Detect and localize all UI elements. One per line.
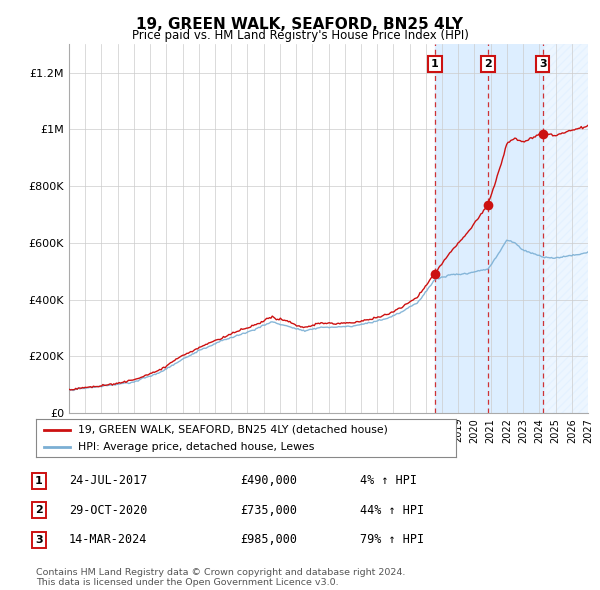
Text: 2: 2 <box>484 59 492 69</box>
Text: 44% ↑ HPI: 44% ↑ HPI <box>360 504 424 517</box>
Text: 3: 3 <box>539 59 547 69</box>
Text: Contains HM Land Registry data © Crown copyright and database right 2024.
This d: Contains HM Land Registry data © Crown c… <box>36 568 406 587</box>
Bar <box>435 44 543 413</box>
Text: 79% ↑ HPI: 79% ↑ HPI <box>360 533 424 546</box>
Text: 29-OCT-2020: 29-OCT-2020 <box>69 504 148 517</box>
Text: 1: 1 <box>431 59 439 69</box>
Text: £735,000: £735,000 <box>240 504 297 517</box>
Text: 4% ↑ HPI: 4% ↑ HPI <box>360 474 417 487</box>
Text: £490,000: £490,000 <box>240 474 297 487</box>
Bar <box>543 44 600 413</box>
Text: 24-JUL-2017: 24-JUL-2017 <box>69 474 148 487</box>
Text: 3: 3 <box>35 535 43 545</box>
Text: 19, GREEN WALK, SEAFORD, BN25 4LY (detached house): 19, GREEN WALK, SEAFORD, BN25 4LY (detac… <box>78 425 388 435</box>
Text: Price paid vs. HM Land Registry's House Price Index (HPI): Price paid vs. HM Land Registry's House … <box>131 29 469 42</box>
Text: 19, GREEN WALK, SEAFORD, BN25 4LY: 19, GREEN WALK, SEAFORD, BN25 4LY <box>137 17 464 31</box>
Text: 14-MAR-2024: 14-MAR-2024 <box>69 533 148 546</box>
Text: HPI: Average price, detached house, Lewes: HPI: Average price, detached house, Lewe… <box>78 441 314 451</box>
Text: 1: 1 <box>35 476 43 486</box>
Text: 2: 2 <box>35 506 43 515</box>
Text: £985,000: £985,000 <box>240 533 297 546</box>
